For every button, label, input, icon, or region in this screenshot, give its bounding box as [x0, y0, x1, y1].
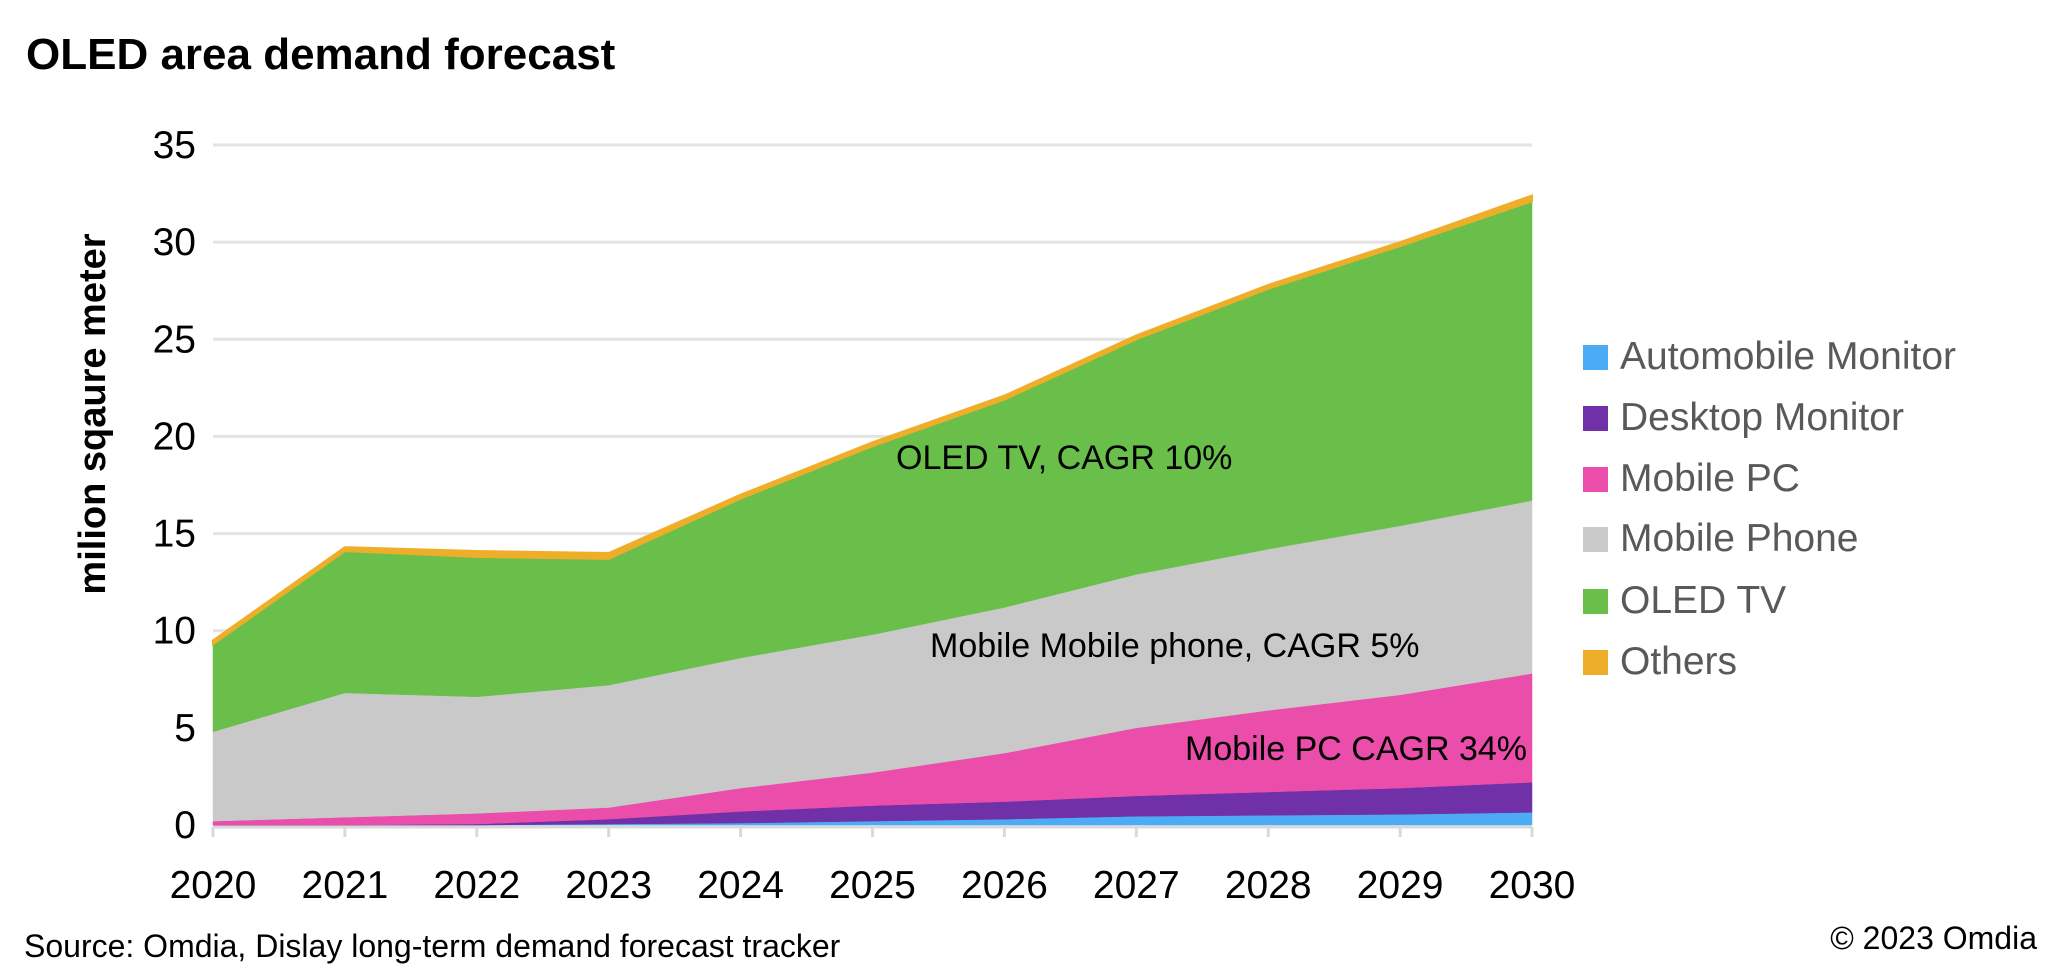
x-tick-label: 2030 [1489, 864, 1576, 907]
annotation-oled-tv: OLED TV, CAGR 10% [896, 439, 1232, 477]
legend-label: Others [1620, 640, 1738, 683]
y-tick-label: 20 [153, 415, 196, 458]
y-tick-labels: 0 5 10 15 20 25 30 35 [153, 124, 196, 847]
y-tick-label: 0 [174, 804, 196, 847]
legend-item: Mobile Phone [1583, 517, 1859, 561]
legend-label: Mobile PC [1620, 457, 1800, 500]
legend-item: OLED TV [1583, 579, 1786, 623]
legend-item: Others [1583, 640, 1737, 684]
x-tick-label: 2020 [170, 864, 257, 907]
legend-item: Automobile Monitor [1583, 335, 1956, 379]
x-tick-label: 2029 [1357, 864, 1444, 907]
legend-item: Desktop Monitor [1583, 396, 1904, 440]
legend-swatch [1583, 526, 1608, 552]
x-tick-label: 2024 [697, 864, 784, 907]
y-tick-label: 5 [174, 707, 196, 750]
legend-label: OLED TV [1620, 579, 1787, 622]
x-tick-label: 2025 [829, 864, 916, 907]
x-tick-label: 2022 [433, 864, 520, 907]
copyright: © 2023 Omdia [1830, 920, 2037, 956]
source-note: Source: Omdia, Dislay long-term demand f… [24, 928, 841, 964]
legend-item: Mobile PC [1583, 457, 1800, 501]
x-tick-label: 2028 [1225, 864, 1312, 907]
legend-swatch [1583, 405, 1608, 431]
chart-title: OLED area demand forecast [26, 30, 616, 79]
legend-label: Mobile Phone [1620, 517, 1859, 560]
legend-swatch [1583, 466, 1608, 492]
x-tick-label: 2021 [302, 864, 389, 907]
legend-swatch [1583, 649, 1608, 675]
x-tick-label: 2026 [961, 864, 1048, 907]
area-others [212, 194, 1533, 647]
area-series [212, 194, 1533, 826]
y-tick-label: 30 [153, 221, 196, 264]
legend-swatch [1583, 344, 1608, 370]
y-tick-label: 35 [153, 124, 196, 167]
y-tick-label: 15 [153, 513, 196, 556]
x-tick-label: 2023 [565, 864, 652, 907]
annotation-mobile-phone: Mobile Mobile phone, CAGR 5% [930, 627, 1419, 665]
y-tick-label: 25 [153, 318, 196, 361]
x-tick-label: 2027 [1093, 864, 1180, 907]
legend-swatch [1583, 588, 1608, 614]
x-tick-labels: 2020 2021 2022 2023 2024 2025 2026 2027 2028 2029… [170, 864, 1576, 907]
legend-label: Automobile Monitor [1620, 335, 1956, 378]
annotation-mobile-pc: Mobile PC CAGR 34% [1185, 730, 1527, 768]
legend-label: Desktop Monitor [1620, 396, 1904, 439]
x-axis [211, 825, 1534, 837]
y-tick-label: 10 [153, 610, 196, 653]
y-axis-label: milion sqaure meter [72, 233, 114, 594]
